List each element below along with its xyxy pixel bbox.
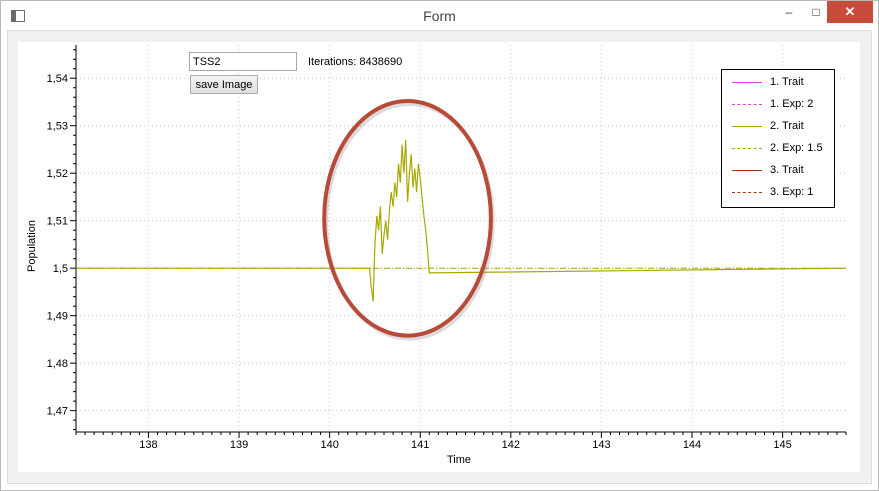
minimize-button[interactable]: – — [785, 5, 793, 19]
legend-swatch — [732, 82, 762, 83]
y-axis-label: Population — [26, 220, 38, 272]
y-tick-label: 1,51 — [47, 216, 68, 228]
maximize-button[interactable]: □ — [812, 5, 820, 19]
legend-swatch — [732, 104, 762, 105]
y-tick-label: 1,53 — [47, 121, 68, 133]
legend-label: 3. Trait — [770, 164, 804, 176]
legend-label: 1. Trait — [770, 76, 804, 88]
x-tick-label: 138 — [139, 439, 157, 451]
axes: 138 139 140 141 142 143 144 1451,471,481,491,51… — [47, 45, 847, 451]
annotation-ellipse — [322, 99, 493, 338]
y-tick-label: 1,49 — [47, 311, 68, 323]
legend-label: 2. Trait — [770, 120, 804, 132]
window-title: Form — [423, 8, 456, 24]
x-tick-label: 142 — [502, 439, 520, 451]
save-image-button[interactable]: save Image — [190, 75, 258, 94]
y-tick-label: 1,48 — [47, 358, 68, 370]
chart-legend: 1. Trait 1. Exp: 2 2. Trait 2. Exp: 1.5 3. T… — [721, 69, 835, 208]
x-tick-label: 141 — [411, 439, 429, 451]
y-tick-label: 1,5 — [53, 263, 68, 275]
annotation-layer — [322, 99, 495, 341]
legend-item: 1. Exp: 2 — [722, 94, 834, 116]
x-tick-label: 145 — [773, 439, 791, 451]
x-tick-label: 140 — [320, 439, 338, 451]
legend-label: 2. Exp: 1.5 — [770, 142, 823, 154]
x-tick-label: 143 — [592, 439, 610, 451]
x-tick-label: 139 — [230, 439, 248, 451]
x-tick-label: 144 — [683, 439, 701, 451]
y-tick-label: 1,54 — [47, 73, 68, 85]
series-lines — [76, 139, 847, 302]
legend-item: 2. Trait — [722, 116, 834, 138]
app-icon — [11, 10, 25, 22]
series-line-3 — [76, 139, 847, 302]
legend-item: 2. Exp: 1.5 — [722, 138, 834, 160]
legend-swatch — [732, 170, 762, 171]
legend-swatch — [732, 148, 762, 149]
name-input[interactable] — [189, 52, 297, 71]
legend-label: 1. Exp: 2 — [770, 98, 814, 110]
legend-label: 3. Exp: 1 — [770, 186, 814, 198]
iterations-text: Iterations: 8438690 — [308, 56, 403, 68]
legend-swatch — [732, 126, 762, 127]
title-bar: Form – □ ✕ — [1, 1, 878, 31]
legend-item: 3. Trait — [722, 160, 834, 182]
y-tick-label: 1,47 — [47, 406, 68, 418]
legend-swatch — [732, 192, 762, 193]
x-axis-label: Time — [447, 454, 471, 466]
legend-item: 3. Exp: 1 — [722, 182, 834, 204]
plot-background — [18, 42, 860, 472]
y-tick-label: 1,52 — [47, 168, 68, 180]
close-button[interactable]: ✕ — [827, 1, 873, 23]
legend-item: 1. Trait — [722, 72, 834, 94]
